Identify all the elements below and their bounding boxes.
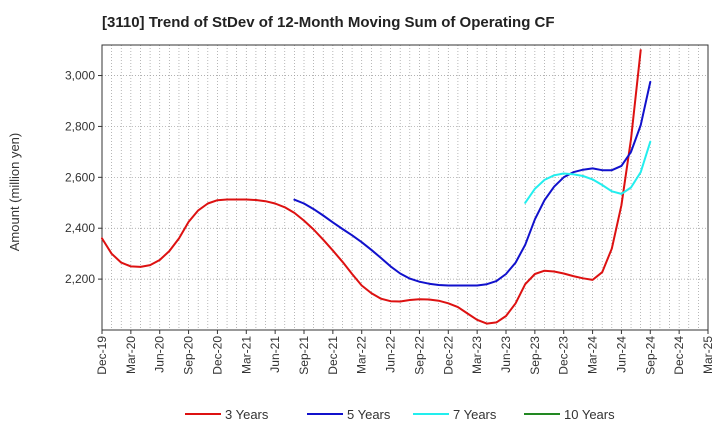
y-tick-label: 2,800 (65, 119, 95, 133)
series-line-7-years (524, 140, 652, 204)
y-tick-label: 2,200 (65, 272, 95, 286)
x-tick-label: Jun-24 (614, 336, 628, 373)
x-tick-label: Mar-21 (239, 336, 253, 374)
grid (102, 45, 708, 330)
x-tick-label: Mar-23 (470, 336, 484, 374)
x-tick-label: Sep-22 (412, 336, 426, 375)
legend-label: 7 Years (453, 407, 497, 422)
chart-title: [3110] Trend of StDev of 12-Month Moving… (102, 14, 555, 31)
x-tick-label: Jun-21 (268, 336, 282, 373)
x-tick-label: Sep-24 (643, 336, 657, 375)
axes: 2,200 2,400 2,600 2,800 3,000 Dec-19 Mar-20 Jun… (65, 44, 715, 375)
x-tick-label: Sep-20 (182, 336, 196, 375)
x-tick-label: Mar-25 (701, 336, 715, 374)
series-line-3-years (101, 49, 642, 325)
x-tick-label: Mar-24 (586, 336, 600, 374)
x-tick-label: Dec-21 (326, 336, 340, 375)
y-tick-label: 2,400 (65, 221, 95, 235)
x-tick-label: Dec-19 (95, 336, 109, 375)
x-tick-label: Dec-20 (210, 336, 224, 375)
legend-label: 10 Years (564, 407, 615, 422)
x-tick-label: Dec-22 (441, 336, 455, 375)
x-tick-label: Jun-20 (153, 336, 167, 373)
x-tick-label: Dec-24 (672, 336, 686, 375)
plot-frame (101, 44, 709, 331)
x-tick-label: Dec-23 (557, 336, 571, 375)
x-tick-label: Sep-21 (297, 336, 311, 375)
y-tick-label: 2,600 (65, 170, 95, 184)
legend-label: 5 Years (347, 407, 391, 422)
y-axis-label: Amount (million yen) (7, 133, 22, 252)
x-tick-label: Mar-22 (355, 336, 369, 374)
x-tick-label: Jun-23 (499, 336, 513, 373)
x-tick-label: Jun-22 (384, 336, 398, 373)
y-tick-label: 3,000 (65, 69, 95, 83)
series-line-5-years (293, 80, 652, 287)
legend-label: 3 Years (225, 407, 269, 422)
series-lines (101, 49, 652, 325)
x-tick-label: Sep-23 (528, 336, 542, 375)
legend: 3 Years 5 Years 7 Years 10 Years (185, 407, 615, 422)
x-tick-label: Mar-20 (124, 336, 138, 374)
